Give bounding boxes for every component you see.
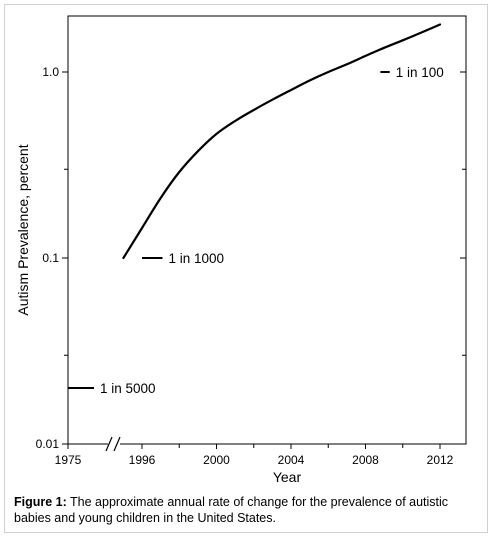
x-tick-label: 2008 <box>352 453 379 467</box>
y-tick-label: 0.01 <box>36 437 60 451</box>
y-tick-label: 1.0 <box>42 65 59 79</box>
x-axis-label: Year <box>273 469 302 485</box>
x-axis-break-gap <box>108 442 120 446</box>
reference-mark-label: 1 in 5000 <box>100 381 156 396</box>
x-tick-label: 2004 <box>278 453 305 467</box>
caption-label: Figure 1: <box>14 495 67 509</box>
y-tick-label: 0.1 <box>42 251 59 265</box>
figure-frame <box>4 4 488 533</box>
y-axis-label: Autism Prevalence, percent <box>15 144 31 315</box>
x-axis-break-slash <box>113 436 121 452</box>
x-tick-label: 2012 <box>427 453 454 467</box>
x-tick-label: 1975 <box>55 453 82 467</box>
caption-text: The approximate annual rate of change fo… <box>14 495 449 525</box>
x-tick-label: 2000 <box>203 453 230 467</box>
plot-area <box>67 15 467 445</box>
autism-prevalence-chart: 1975 1996 2000 2004 2008 2012 0.01 0.1 1.0 1 in … <box>15 15 467 485</box>
prevalence-series-line <box>122 23 442 260</box>
x-axis-break-slash <box>105 436 113 452</box>
figure-caption: Figure 1: The approximate annual rate of… <box>14 494 482 526</box>
x-tick-label: 1996 <box>129 453 156 467</box>
reference-mark-label: 1 in 100 <box>396 65 444 80</box>
reference-mark-label: 1 in 1000 <box>168 251 224 266</box>
